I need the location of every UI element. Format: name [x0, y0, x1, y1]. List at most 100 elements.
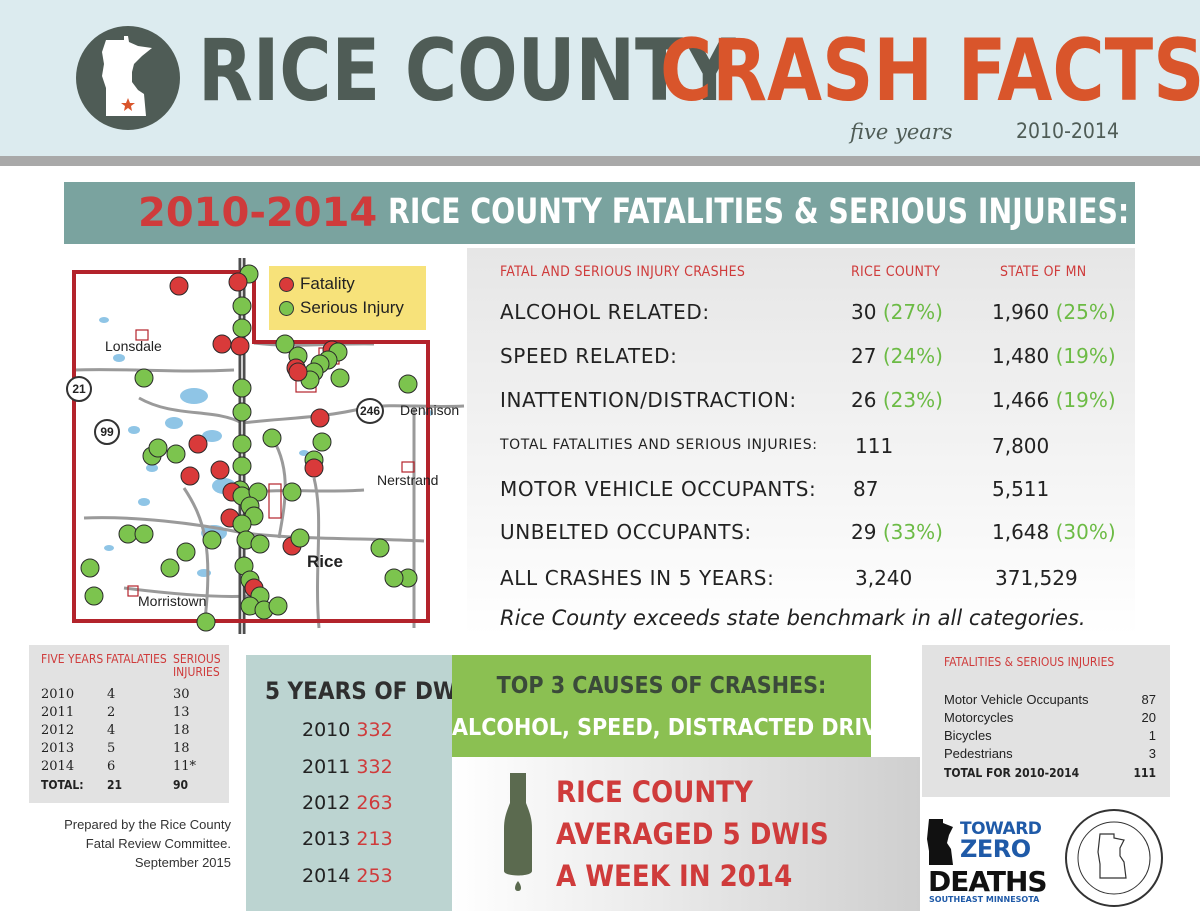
fy-serious: 18 [173, 741, 190, 756]
fatality-marker [212, 334, 232, 354]
fy-year: 2014 [41, 759, 75, 774]
top-causes-panel: TOP 3 CAUSES OF CRASHES: ALCOHOL, SPEED,… [452, 655, 920, 757]
legend-serious-injury-label: Serious Injury [300, 298, 404, 317]
tzd-region: SOUTHEAST MINNESOTA [929, 895, 1040, 904]
benchmark-note: Rice County exceeds state benchmark in a… [500, 606, 1086, 630]
fy-fatalities: 6 [107, 759, 116, 774]
stats-col-county: RICE COUNTY [851, 264, 941, 280]
serious-injury-marker [202, 530, 222, 550]
fy-header-years: FIVE YEARS [41, 652, 104, 666]
fy-total-label: TOTAL: [41, 778, 84, 792]
stat-county-value: 29 (33%) [851, 520, 943, 544]
tzd-deaths: DEATHS [928, 865, 1048, 898]
route-21-shield: 21 [66, 376, 92, 402]
fy-serious: 11* [173, 759, 197, 774]
stat-row: TOTAL FATALITIES AND SERIOUS INJURIES: 1… [467, 434, 1135, 464]
average-line: RICE COUNTY [556, 775, 753, 809]
fy-year: 2011 [41, 705, 75, 720]
fatality-marker [304, 458, 324, 478]
dwi-row: 2014 253 [302, 865, 393, 887]
serious-injury-dot-icon [279, 300, 294, 316]
stat-state-value: 1,648 (30%) [992, 520, 1116, 544]
fy-total-serious: 90 [173, 778, 189, 792]
serious-injury-marker [148, 438, 168, 458]
header-years: 2010-2014 [1016, 119, 1119, 143]
serious-injury-marker [290, 528, 310, 548]
fatality-marker [228, 272, 248, 292]
stat-label: UNBELTED OCCUPANTS: [500, 520, 752, 544]
stat-row: UNBELTED OCCUPANTS: 29 (33%) 1,648 (30%) [467, 520, 1135, 550]
serious-injury-marker [268, 596, 288, 616]
serious-injury-marker [232, 402, 252, 422]
stat-row: ALL CRASHES IN 5 YEARS: 3,240 371,529 [467, 566, 1135, 596]
dwi-row: 2011 332 [302, 756, 393, 778]
serious-injury-marker [370, 538, 390, 558]
serious-injury-marker [134, 368, 154, 388]
fy-total-fatalities: 21 [107, 778, 123, 792]
bottle-icon [504, 773, 532, 891]
route-99-shield: 99 [94, 419, 120, 445]
stats-col-state: STATE OF MN [1000, 264, 1087, 280]
route-246-shield: 246 [356, 398, 384, 424]
summary-row: Pedestrians 3 [944, 746, 1156, 761]
serious-injury-marker [232, 296, 252, 316]
stat-row: SPEED RELATED: 27 (24%) 1,480 (19%) [467, 344, 1135, 374]
serious-injury-marker [275, 334, 295, 354]
stat-state-value: 371,529 [995, 566, 1078, 590]
minnesota-outline-icon [927, 819, 953, 865]
summary-title: FATALITIES & SERIOUS INJURIES [944, 655, 1115, 669]
fatality-marker [188, 434, 208, 454]
stat-label: ALCOHOL RELATED: [500, 300, 710, 324]
place-rice: Rice [307, 552, 343, 571]
fy-serious: 30 [173, 687, 190, 702]
crash-points [80, 264, 418, 632]
stat-row: INATTENTION/DISTRACTION: 26 (23%) 1,466 … [467, 388, 1135, 418]
five-years-label: five years [850, 120, 953, 144]
serious-injury-marker [160, 558, 180, 578]
average-line: AVERAGED 5 DWIS [556, 817, 829, 851]
banner-text: RICE COUNTY FATALITIES & SERIOUS INJURIE… [388, 192, 1199, 232]
fy-fatalities: 4 [107, 687, 116, 702]
fy-fatalities: 5 [107, 741, 116, 756]
title-crash-facts: CRASH FACTS [660, 21, 1200, 121]
serious-injury-marker [330, 368, 350, 388]
stat-label: ALL CRASHES IN 5 YEARS: [500, 566, 775, 590]
fy-header-injuries: INJURIES [173, 665, 220, 679]
serious-injury-marker [250, 534, 270, 554]
tzd-zero: ZERO [960, 835, 1031, 863]
title-rice-county: RICE COUNTY [198, 21, 736, 121]
serious-injury-marker [118, 524, 138, 544]
place-nerstrand: Nerstrand [377, 472, 439, 488]
serious-injury-marker [134, 524, 154, 544]
fatality-marker [210, 460, 230, 480]
fatalities-banner: 2010-2014 RICE COUNTY FATALITIES & SERIO… [64, 182, 1198, 244]
serious-injury-marker [80, 558, 100, 578]
dwi-row: 2010 332 [302, 719, 393, 741]
prepared-line: Prepared by the Rice County [64, 817, 231, 832]
crash-map: Fatality Serious Injury Lonsdale Denniso… [64, 248, 466, 634]
minnesota-badge-icon [76, 26, 180, 130]
place-lonsdale: Lonsdale [105, 338, 162, 354]
prepared-by-note: Prepared by the Rice County Fatal Review… [20, 815, 231, 872]
legend-serious-injury: Serious Injury [279, 298, 404, 318]
stat-row: MOTOR VEHICLE OCCUPANTS: 87 5,511 [467, 477, 1135, 507]
fy-header-fatalities: FATALATIES [106, 652, 167, 666]
stat-label: SPEED RELATED: [500, 344, 678, 368]
stat-county-value: 27 (24%) [851, 344, 943, 368]
average-line: A WEEK IN 2014 [556, 859, 793, 893]
stat-county-value: 30 (27%) [851, 300, 943, 324]
serious-injury-marker [232, 434, 252, 454]
stat-label: TOTAL FATALITIES AND SERIOUS INJURIES: [500, 437, 818, 453]
summary-total: TOTAL FOR 2010-2014 111 [944, 766, 1156, 780]
map-legend: Fatality Serious Injury [269, 266, 426, 330]
serious-injury-marker [232, 514, 252, 534]
stat-state-value: 7,800 [992, 434, 1050, 458]
prepared-line: Fatal Review Committee. [85, 836, 231, 851]
fy-fatalities: 4 [107, 723, 116, 738]
stat-state-value: 1,480 (19%) [992, 344, 1116, 368]
summary-row: Bicycles 1 [944, 728, 1156, 743]
stat-state-value: 1,960 (25%) [992, 300, 1116, 324]
header-divider [0, 156, 1200, 166]
place-dennison: Dennison [400, 402, 460, 418]
stat-county-value: 26 (23%) [851, 388, 943, 412]
